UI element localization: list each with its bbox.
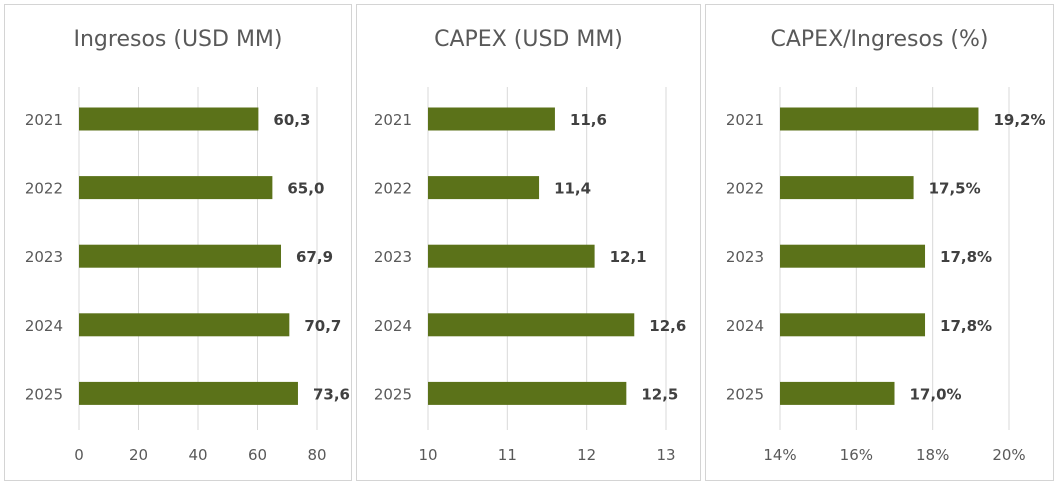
category-label: 2025 [726, 385, 764, 403]
x-tick-label: 20 [129, 446, 148, 464]
x-tick-label: 13 [656, 446, 675, 464]
category-label: 2025 [374, 385, 412, 403]
data-label: 17,8% [940, 317, 992, 335]
category-label: 2022 [726, 180, 764, 198]
bar [79, 176, 273, 200]
bar [428, 107, 555, 131]
bar [428, 313, 635, 337]
data-label: 12,1 [610, 248, 647, 266]
category-label: 2022 [374, 180, 412, 198]
x-tick-label: 10 [418, 446, 437, 464]
bar [428, 176, 540, 200]
data-label: 65,0 [287, 180, 324, 198]
category-label: 2023 [25, 248, 63, 266]
chart-title: Ingresos (USD MM) [73, 27, 283, 52]
chart-title: CAPEX/Ingresos (%) [770, 27, 989, 52]
data-label: 17,5% [929, 180, 981, 198]
bar [79, 107, 259, 131]
category-label: 2024 [726, 317, 764, 335]
category-label: 2025 [25, 385, 63, 403]
x-tick-label: 16% [840, 446, 873, 464]
chart-title: CAPEX (USD MM) [434, 27, 623, 52]
bar [79, 381, 298, 405]
x-tick-label: 12 [577, 446, 596, 464]
data-label: 12,6 [649, 317, 686, 335]
chart-panel-capex: CAPEX (USD MM) 10 11 12 13 2021 11,6 2022 11,4 2… [356, 4, 701, 481]
bar [79, 244, 282, 268]
x-tick-label: 0 [74, 446, 84, 464]
chart-plot-ingresos: 0 20 40 60 80 2021 60,3 2022 65,0 2023 67,9 2024 70,… [25, 87, 350, 464]
data-label: 67,9 [296, 248, 333, 266]
category-label: 2023 [726, 248, 764, 266]
x-tick-label: 40 [188, 446, 207, 464]
x-tick-label: 60 [248, 446, 267, 464]
data-label: 17,0% [910, 385, 962, 403]
x-tick-label: 20% [992, 446, 1025, 464]
chart-panel-ingresos: Ingresos (USD MM) 0 20 40 60 80 2021 60,3 2022 6… [4, 4, 352, 481]
chart-plot-capex-ingresos: 14% 16% 18% 20% 2021 19,2% 2022 17,5% 2023 17,8% 2… [726, 87, 1046, 464]
data-label: 60,3 [273, 111, 310, 129]
data-label: 11,4 [554, 180, 591, 198]
bar [79, 313, 290, 337]
bar [780, 313, 926, 337]
x-tick-label: 14% [763, 446, 796, 464]
data-label: 73,6 [313, 385, 350, 403]
bar [428, 244, 595, 268]
data-label: 17,8% [940, 248, 992, 266]
data-label: 19,2% [993, 111, 1045, 129]
bar [780, 176, 914, 200]
category-label: 2021 [374, 111, 412, 129]
data-label: 12,5 [641, 385, 678, 403]
category-label: 2024 [374, 317, 412, 335]
category-label: 2024 [25, 317, 63, 335]
x-tick-label: 80 [307, 446, 326, 464]
chart-plot-capex: 10 11 12 13 2021 11,6 2022 11,4 2023 12,1 2024 12,6… [374, 87, 686, 464]
category-label: 2021 [25, 111, 63, 129]
bar [780, 107, 979, 131]
x-tick-label: 18% [916, 446, 949, 464]
x-tick-label: 11 [498, 446, 517, 464]
chart-panel-capex-ingresos: CAPEX/Ingresos (%) 14% 16% 18% 20% 2021 19,2%… [705, 4, 1054, 481]
category-label: 2022 [25, 180, 63, 198]
bar [780, 381, 895, 405]
bar [780, 244, 926, 268]
data-label: 70,7 [304, 317, 341, 335]
data-label: 11,6 [570, 111, 607, 129]
category-label: 2023 [374, 248, 412, 266]
bar [428, 381, 627, 405]
category-label: 2021 [726, 111, 764, 129]
